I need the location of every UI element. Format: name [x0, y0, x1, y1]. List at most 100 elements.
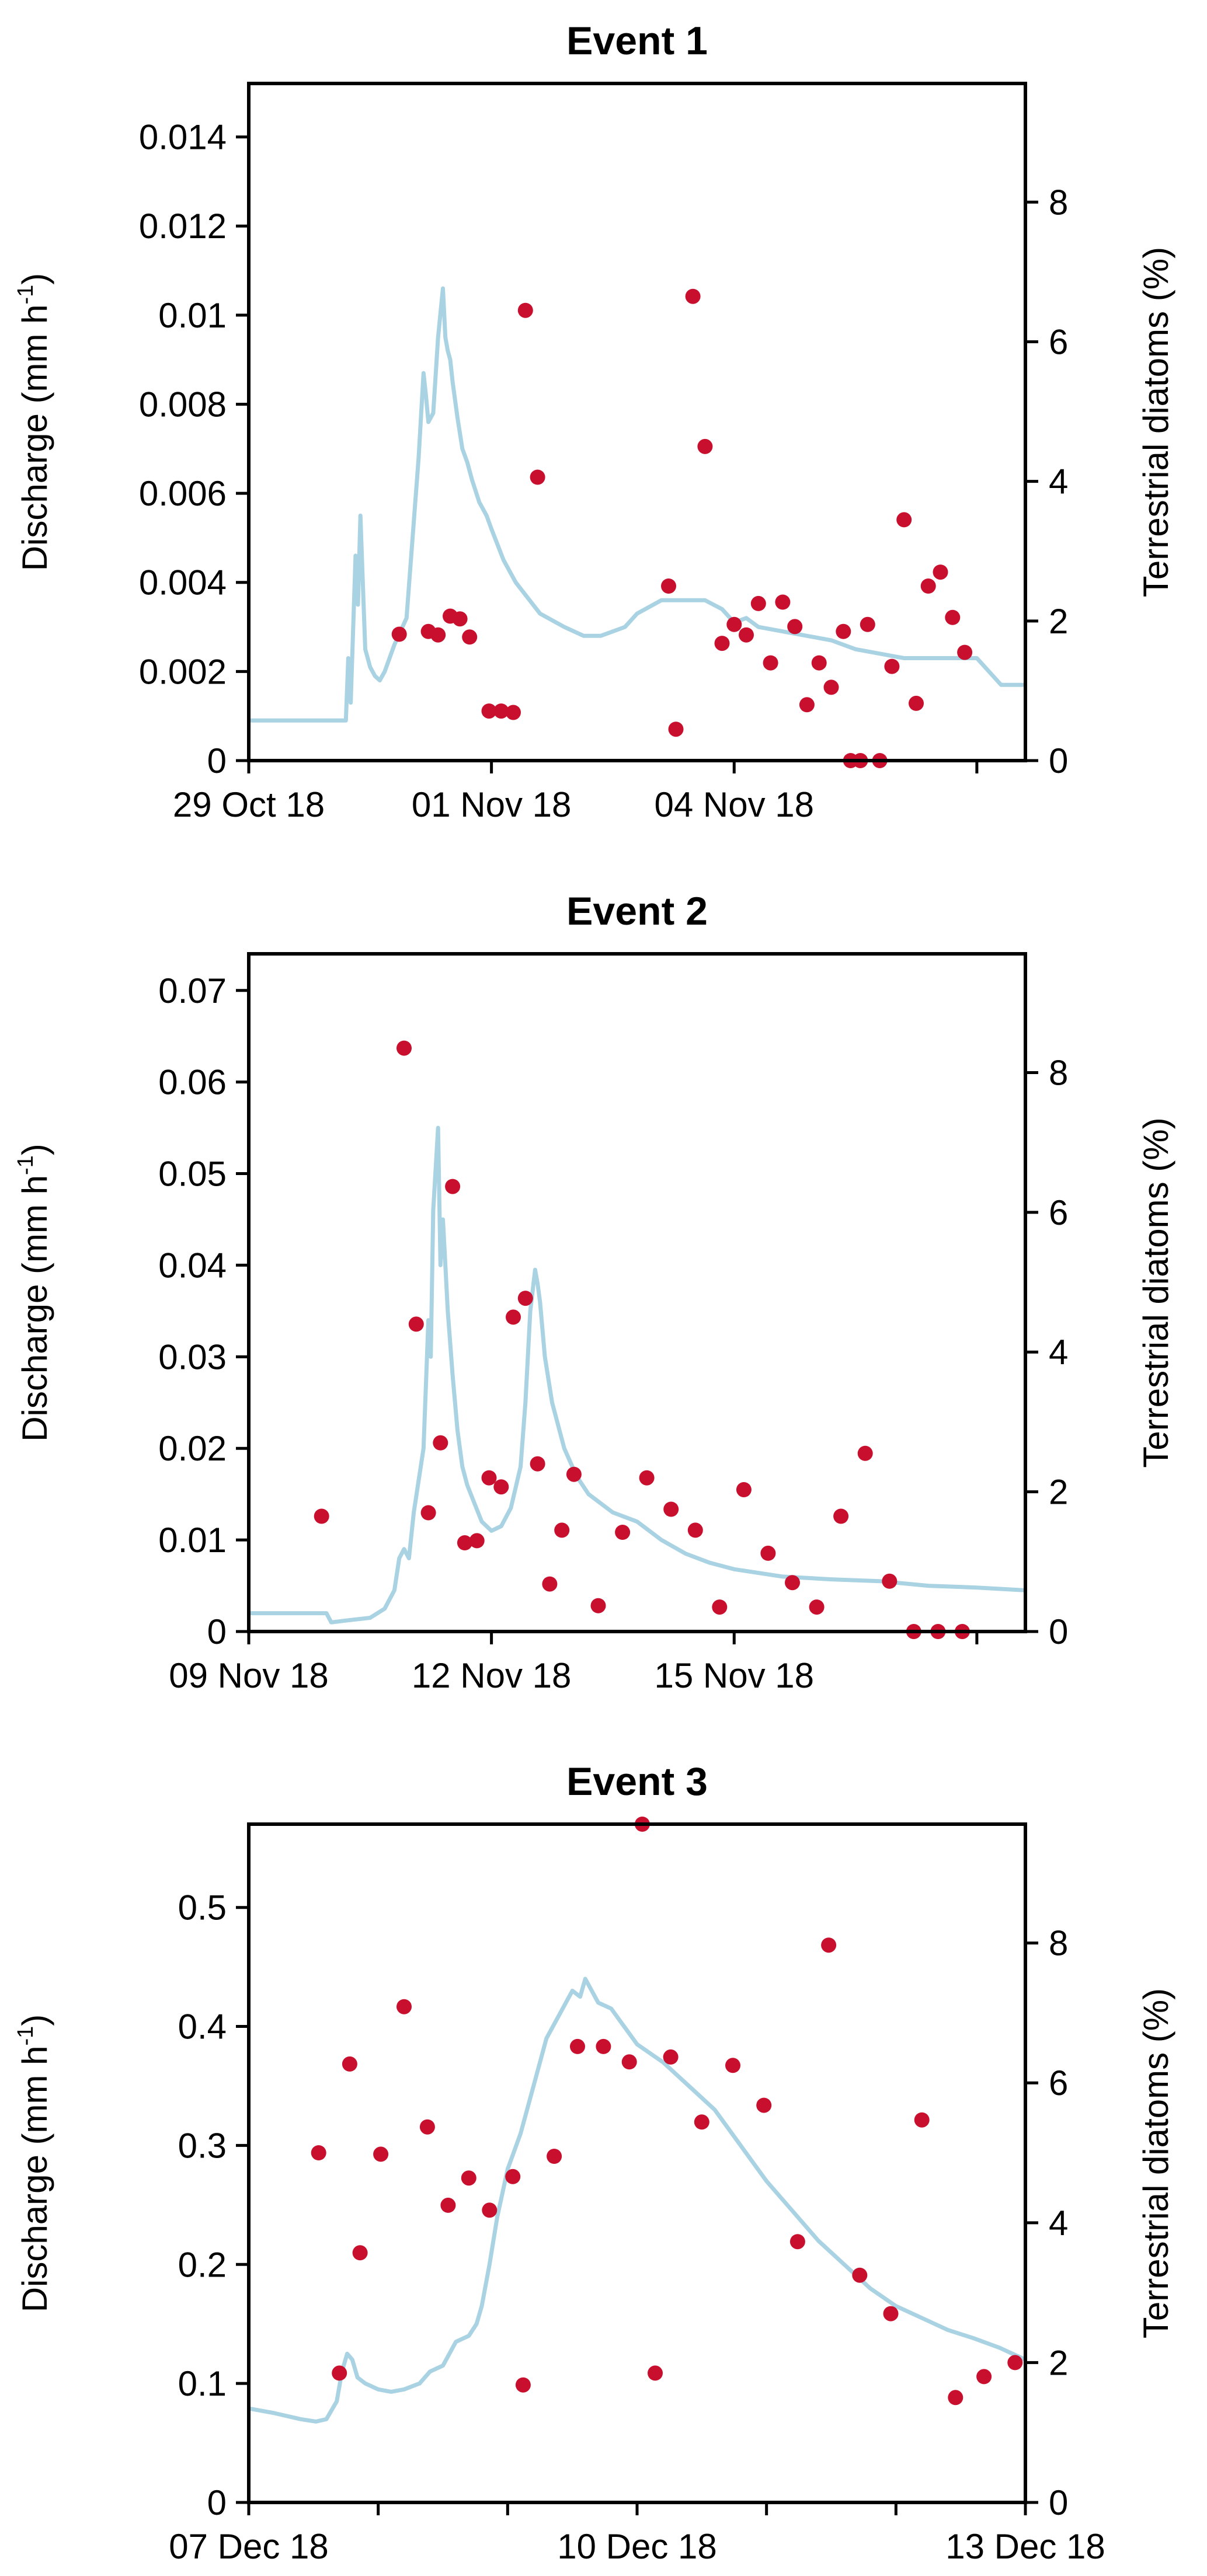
diatom-point: [396, 1040, 412, 1056]
x-tick-label: 01 Nov 18: [412, 785, 572, 824]
y-tick-label: 0.008: [139, 385, 227, 424]
y-tick-label: 0.01: [158, 296, 227, 335]
diatom-point: [493, 703, 509, 719]
diatom-point: [481, 703, 497, 719]
y-tick-label: 0.02: [158, 1429, 227, 1468]
diatom-point: [763, 655, 778, 671]
y-axis-label-text: Discharge (mm h: [15, 305, 54, 571]
y-tick-label: 0.002: [139, 652, 227, 691]
y-axis-label-superscript: -1: [13, 285, 38, 305]
y2-tick-label: 0: [1049, 1612, 1068, 1651]
diatom-point: [481, 1470, 497, 1486]
diatom-point: [506, 705, 521, 720]
diatom-point: [452, 611, 468, 627]
diatom-point: [811, 655, 827, 671]
y-tick-label: 0.01: [158, 1521, 227, 1560]
diatom-point: [517, 302, 533, 318]
diatom-points: [314, 1040, 970, 1639]
diatom-point: [554, 1522, 570, 1538]
y-axis-label: Discharge (mm h-1): [13, 2014, 54, 2313]
y-axis-label-close: ): [15, 1144, 54, 1155]
diatom-point: [914, 2112, 930, 2128]
diatom-point: [648, 2365, 663, 2381]
diatom-point: [542, 1576, 558, 1592]
diatom-point: [668, 721, 684, 737]
diatom-point: [530, 1456, 545, 1472]
y2-tick-label: 4: [1049, 2204, 1068, 2243]
diatom-point: [857, 1445, 873, 1461]
y2-tick-label: 8: [1049, 183, 1068, 222]
diatom-point: [685, 288, 701, 304]
y2-axis-label: Terrestrial diatoms (%): [1136, 1988, 1175, 2338]
y-tick-label: 0: [207, 741, 227, 780]
y2-tick-label: 6: [1049, 322, 1068, 361]
diatom-point: [314, 1508, 329, 1524]
y2-tick-label: 8: [1049, 1924, 1068, 1963]
diatom-point: [396, 1999, 412, 2014]
chart-panel-3: Event 3 0 0.1 0.2 0.3 0.4 0.5 0 2 4 6 8 07 Dec 18 10 …: [13, 1759, 1175, 2566]
diatom-point: [756, 2097, 772, 2113]
diatom-point: [663, 2049, 679, 2065]
diatom-point: [852, 2267, 868, 2283]
y-axis-label-close: ): [15, 273, 54, 285]
diatom-point: [530, 469, 545, 485]
diatom-point: [785, 1575, 800, 1591]
diatom-point: [570, 2038, 585, 2054]
y-tick-label: 0.06: [158, 1063, 227, 1102]
y2-tick-label: 8: [1049, 1053, 1068, 1092]
diatom-point: [506, 1309, 521, 1325]
diatom-point: [408, 1316, 424, 1332]
diatom-point: [462, 629, 478, 645]
diatom-point: [505, 2169, 521, 2184]
diatom-point: [311, 2145, 326, 2160]
diatom-point: [469, 1533, 485, 1549]
diatom-point: [596, 2038, 611, 2054]
y-axis-label-superscript: -1: [13, 2026, 38, 2046]
diatom-point: [430, 627, 446, 643]
diatom-point: [750, 595, 766, 611]
diatom-point: [332, 2365, 347, 2381]
y2-tick-label: 0: [1049, 741, 1068, 780]
diatom-point: [883, 2306, 899, 2321]
y-tick-label: 0.012: [139, 207, 227, 246]
diatom-point: [419, 2119, 435, 2135]
x-tick-label: 09 Nov 18: [169, 1656, 329, 1695]
y-axis-label-superscript: -1: [13, 1155, 38, 1175]
diatom-point: [687, 1522, 703, 1538]
y2-axis-label: Terrestrial diatoms (%): [1136, 247, 1175, 597]
y-tick-label: 0.1: [178, 2364, 227, 2403]
y-axis-label-text: Discharge (mm h: [15, 1175, 54, 1442]
diatom-point: [621, 2054, 637, 2070]
diatom-point: [391, 626, 407, 642]
diatom-point: [445, 1179, 461, 1194]
plot-frame: [247, 82, 1027, 762]
diatom-point: [725, 2058, 740, 2073]
diatom-point: [547, 2149, 562, 2164]
y2-tick-label: 2: [1049, 1473, 1068, 1512]
diatom-point: [920, 578, 936, 594]
diatom-point: [726, 616, 742, 632]
diatom-point: [352, 2245, 368, 2261]
diatom-point: [739, 627, 754, 643]
diatom-point: [823, 679, 839, 695]
diatom-point: [420, 1505, 436, 1521]
y2-tick-label: 2: [1049, 602, 1068, 641]
diatom-point: [787, 619, 803, 635]
diatom-point: [775, 594, 791, 610]
diatom-point: [615, 1525, 631, 1540]
diatom-point: [566, 1466, 582, 1482]
x-tick-label: 15 Nov 18: [654, 1656, 814, 1695]
diatom-point: [639, 1470, 655, 1486]
diatom-point: [712, 1599, 728, 1615]
diatom-point: [373, 2146, 389, 2162]
diatom-point: [493, 1479, 509, 1495]
diatom-point: [590, 1598, 606, 1613]
plot-frame: [247, 952, 1027, 1633]
discharge-line: [249, 286, 1025, 723]
diatom-point: [697, 438, 713, 454]
diatom-point: [809, 1599, 825, 1615]
diatom-point: [882, 1573, 898, 1589]
x-tick-label: 07 Dec 18: [169, 2527, 329, 2566]
diatom-point: [896, 512, 912, 528]
